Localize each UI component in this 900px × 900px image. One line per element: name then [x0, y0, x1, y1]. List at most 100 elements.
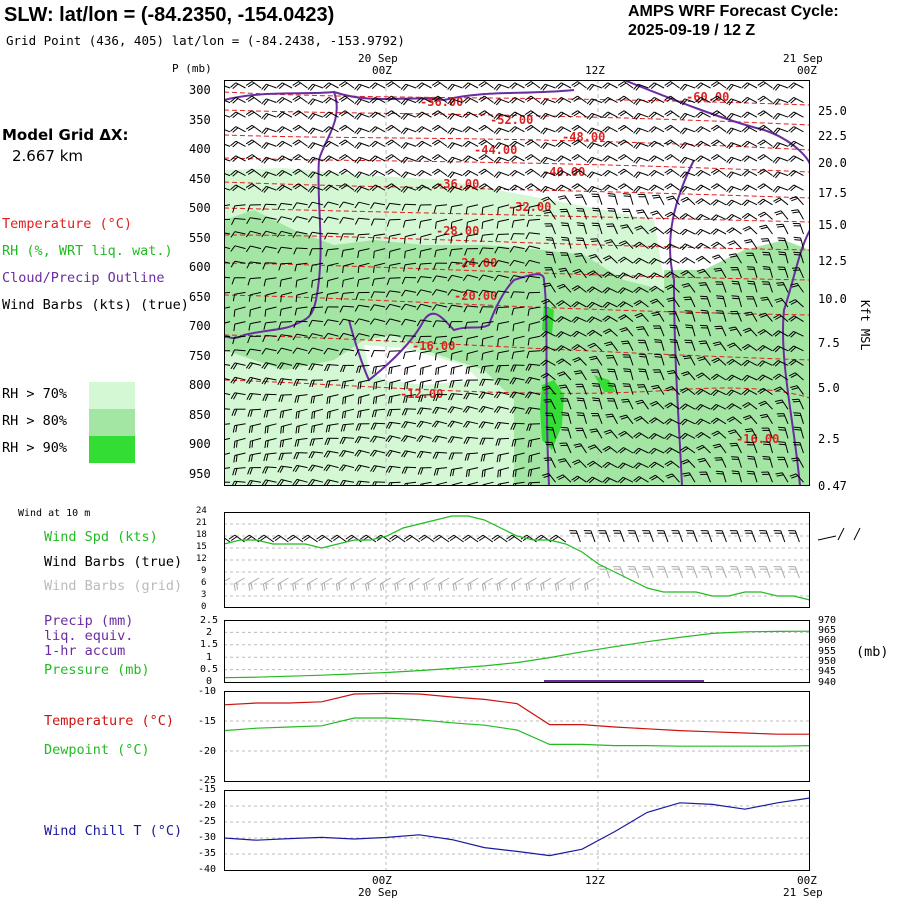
wind-barb	[732, 227, 742, 235]
wind-barb	[466, 452, 479, 455]
wind-barb-feather	[726, 83, 732, 90]
wind-barb-feather	[358, 365, 362, 373]
wind-barb	[748, 226, 758, 235]
wind-barb	[451, 406, 463, 410]
wind-barb	[467, 405, 479, 410]
wind-barb-feather	[338, 168, 346, 174]
wind-barb	[436, 233, 448, 238]
wind-barb	[638, 98, 649, 104]
grid-barb-feather	[511, 583, 514, 591]
wind-barb-feather	[433, 468, 437, 476]
wind-barb-feather	[591, 383, 599, 385]
wind-barb	[749, 415, 758, 425]
wind-barb-feather	[418, 112, 425, 119]
wind-barb-feather	[558, 285, 566, 290]
wind-barb-feather	[608, 210, 616, 212]
wind-barb	[716, 124, 727, 133]
wind-barb-feather	[774, 346, 781, 353]
wind-barb	[753, 281, 758, 293]
wind-barb-feather	[245, 154, 253, 159]
true-barb	[224, 537, 231, 543]
wind-barb-feather	[356, 186, 362, 193]
wind-barb	[716, 373, 727, 381]
wind-barb-feather	[617, 462, 624, 469]
wind-barb-feather	[262, 335, 266, 343]
wind-barb-feather	[555, 345, 562, 351]
wind-barb-feather	[339, 217, 344, 224]
grid-barb-feather	[540, 583, 543, 591]
wind-barb-feather	[447, 113, 453, 120]
wind-barb	[281, 246, 293, 250]
wind-barb-feather	[385, 422, 391, 429]
rh80-region	[224, 210, 810, 486]
wind-barb-feather	[404, 236, 406, 244]
wind-barb-feather	[478, 95, 485, 101]
wind-barb	[688, 283, 696, 293]
wind-barb-feather	[354, 113, 360, 120]
wind-barb-feather	[371, 83, 378, 89]
wind-barb-feather	[546, 239, 554, 241]
wind-barb	[669, 418, 680, 425]
wind-barb	[530, 124, 541, 133]
wind-barb	[250, 437, 262, 442]
wind-barb-feather	[558, 373, 566, 377]
grid-barb-feather	[584, 583, 587, 591]
wind-barb-feather	[530, 455, 533, 463]
wind-barb-feather	[245, 168, 253, 174]
wind-barb-feather	[246, 217, 251, 225]
wind-barb-feather	[233, 455, 236, 463]
wind-barb-feather	[282, 410, 285, 418]
wind-barb-feather	[514, 483, 517, 486]
wind-barb-feather	[462, 155, 469, 161]
wind-barb	[684, 185, 696, 191]
wind-barb-feather	[354, 186, 360, 193]
grid-barb	[409, 577, 421, 585]
wind-barb	[530, 81, 541, 89]
wind-barb-feather	[478, 260, 484, 268]
wind-barb-feather	[447, 304, 453, 312]
wind-barb-feather	[679, 127, 686, 134]
wind-barb-feather	[434, 407, 440, 414]
wind-barb	[468, 126, 479, 133]
wind-barb-feather	[373, 251, 375, 259]
wind-barb-feather	[388, 367, 391, 375]
wind-barb	[716, 139, 727, 147]
true-barb	[541, 534, 552, 543]
wind-barb	[451, 420, 463, 425]
wind-barb	[580, 443, 587, 454]
wind-barb	[265, 437, 277, 442]
wind-barb-feather	[230, 126, 237, 132]
wind-barb-feather	[635, 433, 642, 439]
wind-barb-feather	[648, 433, 655, 439]
wind-barb	[265, 335, 277, 337]
wind-barb-feather	[726, 227, 733, 233]
grid-barb	[277, 577, 289, 585]
wind-barb-feather	[778, 441, 786, 443]
wind-barb-feather	[555, 331, 562, 337]
wind-barb	[282, 96, 293, 104]
wind-barb	[498, 378, 510, 381]
true-barb-feather	[491, 534, 498, 540]
wind-barb	[405, 435, 417, 439]
wind-barb-feather	[416, 451, 422, 458]
wind-barb-feather	[604, 288, 611, 294]
wind-barb-feather	[370, 465, 375, 472]
wind-barb-feather	[604, 127, 611, 133]
wind-barb-feather	[741, 199, 748, 206]
wind-barb-feather	[325, 171, 332, 177]
wind-barb-feather	[509, 111, 516, 117]
wind-barb	[389, 318, 401, 323]
true-barb-feather	[435, 536, 442, 542]
wind-barb	[686, 270, 696, 279]
dry-pocket	[364, 345, 479, 385]
wind-barb	[566, 252, 572, 264]
wind-barb-feather	[356, 84, 362, 91]
wind-barb-feather	[310, 128, 316, 135]
wind-barb-feather	[511, 127, 518, 133]
wind-barb	[551, 413, 556, 424]
wind-barb	[782, 282, 789, 293]
wind-barb	[700, 388, 711, 396]
wind-barb-feather	[324, 306, 328, 314]
chart-title: SLW: lat/lon = (-84.2350, -154.0423)	[4, 4, 335, 26]
wind-barb-feather	[447, 83, 453, 90]
